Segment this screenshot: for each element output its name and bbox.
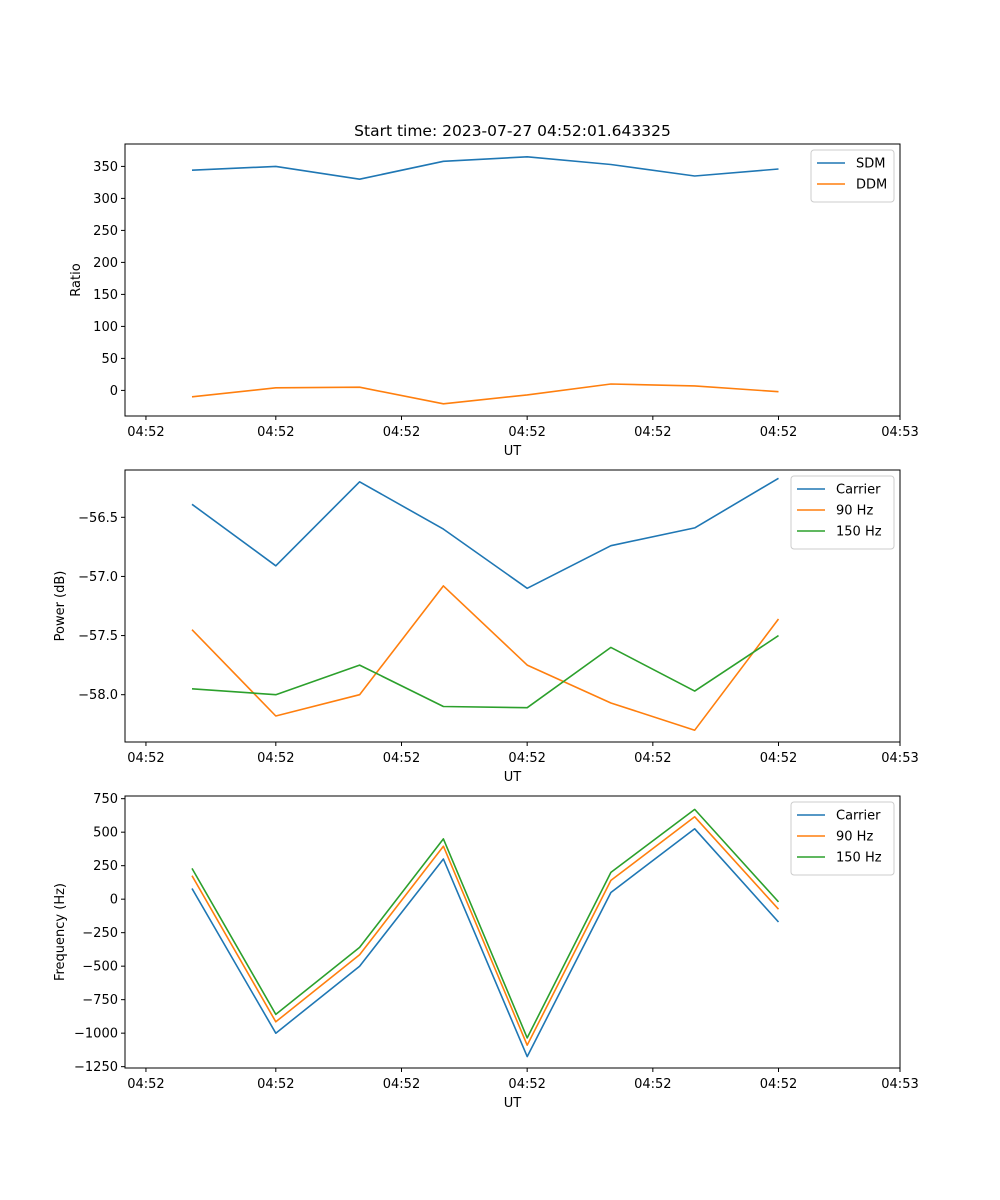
power-series-150-hz (191, 634, 779, 709)
frequency-ytick-label: −750 (82, 993, 118, 1008)
ratio-series-sdm (191, 156, 779, 180)
power-x-axis-label: UT (504, 770, 522, 785)
power-legend-label-150-hz: 150 Hz (836, 525, 882, 540)
frequency-legend-label-90-hz: 90 Hz (836, 830, 873, 845)
frequency-x-axis-label: UT (504, 1096, 522, 1111)
power-series-carrier (191, 477, 779, 590)
power-ytick-label: −56.5 (78, 511, 118, 526)
ratio-legend-label-ddm: DDM (856, 178, 887, 193)
power-legend-label-carrier: Carrier (836, 483, 881, 498)
frequency-ytick-label: 750 (93, 792, 118, 807)
ratio-xtick-label: 04:52 (760, 425, 797, 440)
ratio-y-axis-label: Ratio (69, 263, 84, 296)
frequency-ytick-label: −500 (82, 960, 118, 975)
power-xtick-label: 04:52 (127, 751, 164, 766)
frequency-y-axis-label: Frequency (Hz) (53, 883, 68, 981)
frequency-panel: −1250 −1000 −750 −500 −250 0 250 500 750 04:52 04:… (53, 792, 919, 1111)
ratio-ytick-label: 300 (93, 192, 118, 207)
power-xtick-label: 04:52 (760, 751, 797, 766)
power-xtick-label: 04:52 (383, 751, 420, 766)
power-xtick-label: 04:52 (508, 751, 545, 766)
ratio-x-axis-label: UT (504, 444, 522, 459)
frequency-xtick-label: 04:52 (383, 1077, 420, 1092)
frequency-legend-label-150-hz: 150 Hz (836, 851, 882, 866)
power-ytick-label: −57.0 (78, 570, 118, 585)
ratio-xtick-label: 04:52 (383, 425, 420, 440)
ratio-xtick-label: 04:52 (508, 425, 545, 440)
ratio-series-ddm (191, 383, 779, 405)
power-legend-label-90-hz: 90 Hz (836, 504, 873, 519)
frequency-ytick-label: 0 (110, 893, 118, 908)
frequency-ytick-label: −1000 (74, 1027, 118, 1042)
frequency-ytick-label: 500 (93, 826, 118, 841)
ratio-legend-label-sdm: SDM (856, 157, 885, 172)
frequency-legend-label-carrier: Carrier (836, 809, 881, 824)
chart-title: Start time: 2023-07-27 04:52:01.643325 (354, 122, 671, 140)
frequency-axes-frame (124, 795, 901, 1069)
power-xtick-label: 04:53 (881, 751, 918, 766)
power-ytick-label: −57.5 (78, 629, 118, 644)
ratio-panel: 0 50 100 150 200 250 300 350 04:52 04:52 04:52 04:5… (69, 143, 919, 459)
power-xtick-label: 04:52 (257, 751, 294, 766)
frequency-ytick-label: 250 (93, 859, 118, 874)
frequency-xtick-label: 04:52 (760, 1077, 797, 1092)
ratio-ytick-label: 250 (93, 224, 118, 239)
ratio-ytick-label: 200 (93, 256, 118, 271)
ratio-xtick-label: 04:52 (634, 425, 671, 440)
frequency-xtick-label: 04:52 (508, 1077, 545, 1092)
ratio-xtick-label: 04:52 (257, 425, 294, 440)
frequency-xtick-label: 04:52 (127, 1077, 164, 1092)
ratio-axes-frame (124, 143, 901, 417)
power-xtick-label: 04:52 (634, 751, 671, 766)
ratio-ytick-label: 50 (101, 352, 118, 367)
frequency-series-carrier (191, 827, 780, 1058)
power-series-90-hz (191, 585, 780, 732)
power-y-axis-label: Power (dB) (53, 571, 68, 642)
frequency-xtick-label: 04:52 (634, 1077, 671, 1092)
ratio-xtick-label: 04:53 (881, 425, 918, 440)
power-ytick-label: −58.0 (78, 688, 118, 703)
ratio-xtick-label: 04:52 (127, 425, 164, 440)
power-panel: −58.0 −57.5 −57.0 −56.5 04:52 04:52 04:52 04:52… (53, 469, 919, 785)
power-axes-frame (124, 469, 901, 743)
frequency-xtick-label: 04:53 (881, 1077, 918, 1092)
ratio-ytick-label: 150 (93, 288, 118, 303)
frequency-ytick-label: −1250 (74, 1060, 118, 1075)
frequency-series-90-hz (191, 815, 780, 1046)
ratio-ytick-label: 100 (93, 320, 118, 335)
ratio-ytick-label: 0 (110, 384, 118, 399)
frequency-series-150-hz (191, 808, 780, 1039)
ratio-ytick-label: 350 (93, 160, 118, 175)
frequency-xtick-label: 04:52 (257, 1077, 294, 1092)
frequency-ytick-label: −250 (82, 926, 118, 941)
